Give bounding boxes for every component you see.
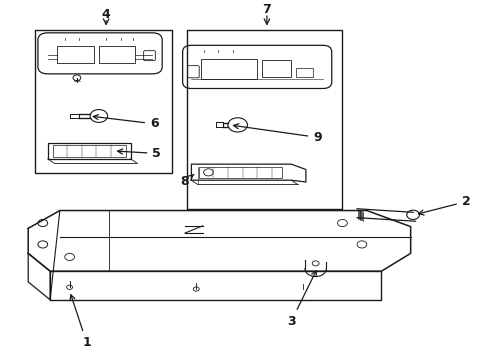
Text: 5: 5 [118,147,161,160]
Text: 2: 2 [418,195,470,215]
Bar [99,46,135,63]
Bar [296,68,313,77]
Bar [201,59,257,78]
Circle shape [312,261,319,266]
Bar [262,60,291,77]
Bar [52,145,125,157]
Text: 6: 6 [93,114,159,130]
Bar [35,30,172,173]
Text: 4: 4 [102,8,111,21]
Text: 1: 1 [70,295,91,349]
Bar [187,30,343,209]
Bar [199,167,282,178]
Text: 9: 9 [234,124,322,144]
Bar [57,46,94,63]
Text: 8: 8 [180,174,194,189]
Text: 7: 7 [263,3,271,16]
Text: 3: 3 [287,271,316,328]
